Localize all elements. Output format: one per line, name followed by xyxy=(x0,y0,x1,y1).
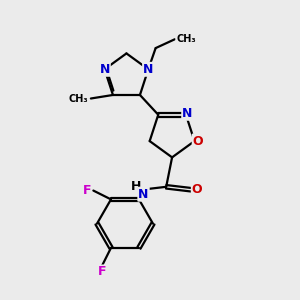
Text: N: N xyxy=(138,188,149,201)
Text: CH₃: CH₃ xyxy=(69,94,88,103)
Text: N: N xyxy=(99,63,110,76)
Text: N: N xyxy=(143,63,154,76)
Text: CH₃: CH₃ xyxy=(176,34,196,44)
Text: F: F xyxy=(82,184,91,197)
Text: H: H xyxy=(131,180,141,193)
Text: F: F xyxy=(98,266,106,278)
Text: O: O xyxy=(193,135,203,148)
Text: O: O xyxy=(192,183,203,196)
Text: N: N xyxy=(182,107,193,120)
